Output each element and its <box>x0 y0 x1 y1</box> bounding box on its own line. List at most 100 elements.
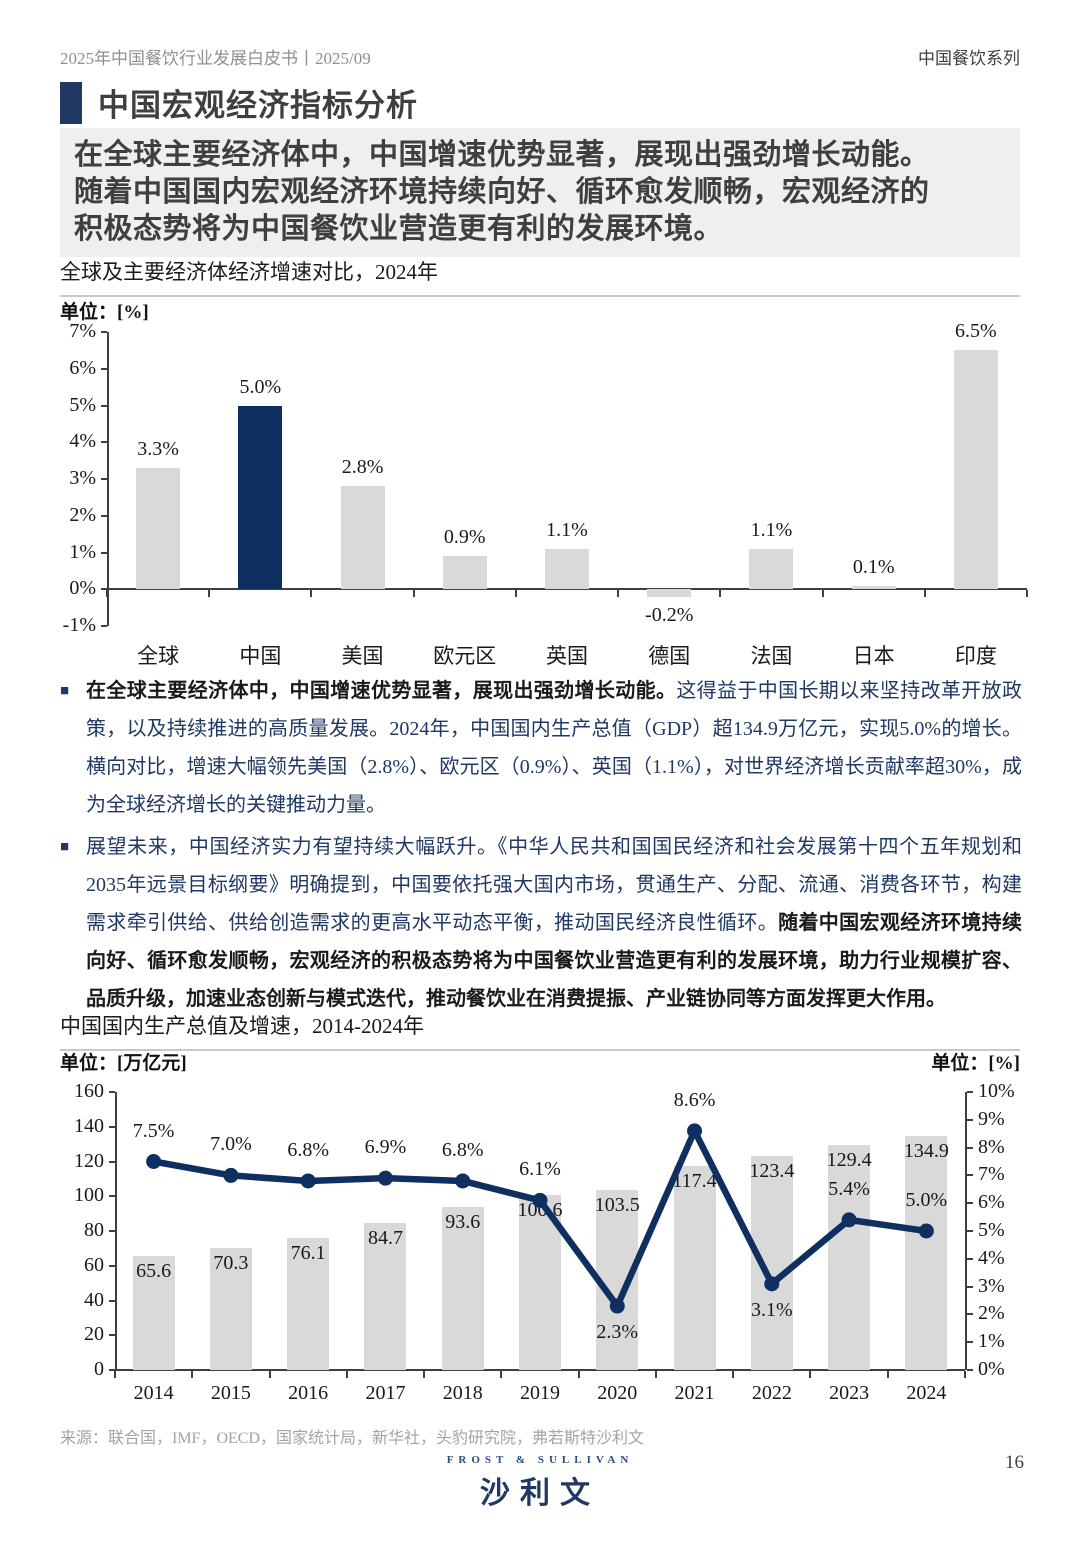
left-tick-mark <box>109 1299 115 1302</box>
left-tick-mark <box>109 1125 115 1128</box>
bullet1-bold-lead: 在全球主要经济体中，中国增速优势显著，展现出强劲增长动能。 <box>86 680 677 702</box>
right-tick-label: 3% <box>978 1274 1005 1297</box>
line-value-label: 3.1% <box>750 1298 793 1321</box>
bar-2023 <box>828 1145 871 1370</box>
right-tick-mark <box>967 1091 973 1093</box>
left-axis-line <box>115 1092 117 1370</box>
line-point-2023 <box>841 1212 857 1228</box>
line-point-2015 <box>223 1167 239 1183</box>
left-tick-label: 80 <box>84 1219 104 1241</box>
x-tick-mark <box>719 590 722 598</box>
line-point-2016 <box>300 1173 316 1189</box>
right-tick-mark <box>967 1146 973 1149</box>
line-point-2020 <box>609 1298 625 1314</box>
bar-value-label: 70.3 <box>213 1251 249 1274</box>
frost-sullivan-logo: FROST & SULLIVAN 沙利文 <box>0 1454 1080 1512</box>
y-tick-mark <box>101 588 107 591</box>
x-year-label: 2017 <box>365 1382 406 1404</box>
x-year-label: 2024 <box>906 1382 947 1404</box>
bar-value-label: 134.9 <box>903 1139 949 1162</box>
y-tick-label: 4% <box>69 430 96 453</box>
left-tick-label: 120 <box>74 1149 104 1172</box>
left-tick-mark <box>109 1160 115 1163</box>
bar-value-label: 3.3% <box>137 437 179 460</box>
bullet-square-icon: ■ <box>60 683 70 699</box>
y-tick-mark <box>101 331 107 333</box>
x-category-label: 全球 <box>137 644 180 668</box>
line-point-2022 <box>764 1276 780 1292</box>
right-tick-mark <box>967 1285 973 1288</box>
bar-2016 <box>287 1237 330 1370</box>
x-tick-mark <box>1026 590 1028 598</box>
section-title-row: 中国宏观经济指标分析 <box>60 80 418 125</box>
bar-中国 <box>238 405 283 590</box>
bar-value-label: 93.6 <box>445 1211 481 1234</box>
x-category-label: 德国 <box>648 644 691 668</box>
left-tick-label: 100 <box>74 1184 104 1207</box>
bar-2021 <box>673 1166 716 1370</box>
x-tick-mark <box>106 590 108 598</box>
chart2-units-row: 单位：[万亿元] 单位：[%] <box>60 1048 1020 1075</box>
right-tick-label: 8% <box>978 1135 1005 1158</box>
bar-value-label: 0.9% <box>443 526 486 549</box>
y-axis-line <box>107 332 109 626</box>
chart2-unit-left-label: 单位：[万亿元] <box>60 1053 187 1074</box>
x-tick-mark <box>310 590 313 598</box>
left-tick-label: 0 <box>94 1358 104 1380</box>
chart2-unit-right-label: 单位：[%] <box>931 1053 1020 1074</box>
bar-value-label: 6.5% <box>955 320 997 343</box>
x-category-label: 英国 <box>546 644 588 668</box>
line-value-label: 2.3% <box>596 1321 639 1344</box>
bar-value-label: 117.4 <box>672 1170 717 1193</box>
series-label: 中国餐饮系列 <box>918 49 1020 68</box>
bar-value-label: 129.4 <box>826 1149 872 1172</box>
right-tick-label: 5% <box>978 1219 1005 1241</box>
right-axis-line <box>965 1092 967 1370</box>
y-tick-mark <box>101 404 107 407</box>
line-value-label: 6.9% <box>364 1136 407 1159</box>
left-tick-label: 40 <box>84 1288 104 1311</box>
line-point-2014 <box>146 1154 162 1169</box>
bar-美国 <box>340 486 385 590</box>
line-value-label: 6.8% <box>441 1138 484 1161</box>
line-value-label: 7.0% <box>210 1133 252 1156</box>
bar-value-label: 1.1% <box>750 518 793 541</box>
logo-wordmark: FROST & SULLIVAN <box>446 1454 634 1466</box>
x-axis-line <box>115 1369 965 1371</box>
y-tick-label: 1% <box>69 540 96 563</box>
left-tick-mark <box>109 1369 115 1371</box>
line-value-label: 6.8% <box>287 1138 329 1161</box>
x-year-label: 2018 <box>442 1382 483 1404</box>
left-tick-label: 140 <box>74 1114 104 1137</box>
page-title: 中国宏观经济指标分析 <box>98 88 418 123</box>
line-value-label: 5.4% <box>828 1177 870 1200</box>
bar-2015 <box>209 1247 252 1370</box>
x-tick-mark <box>500 1371 503 1378</box>
x-tick-mark <box>514 590 517 598</box>
bullet1-body: 这得益于中国长期以来坚持改革开放政策，以及持续推进的高质量发展。2024年，中国… <box>86 680 1023 816</box>
page-number: 16 <box>1005 1452 1024 1473</box>
right-tick-mark <box>967 1341 973 1344</box>
right-tick-label: 4% <box>978 1246 1005 1269</box>
x-category-label: 美国 <box>341 644 384 668</box>
x-tick-mark <box>964 1371 966 1378</box>
bullet-text: 展望未来，中国经济实力有望持续大幅跃升。《中华人民共和国国民经济和社会发展第十四… <box>86 828 1022 1018</box>
bar-value-label: 5.0% <box>239 375 282 398</box>
x-category-label: 中国 <box>239 644 282 668</box>
y-tick-mark <box>101 441 107 444</box>
x-tick-mark <box>577 1371 580 1378</box>
bullet-text: 在全球主要经济体中，中国增速优势显著，展现出强劲增长动能。这得益于中国长期以来坚… <box>86 672 1022 824</box>
line-value-label: 5.0% <box>905 1189 948 1211</box>
x-tick-mark <box>114 1371 116 1378</box>
y-tick-label: 2% <box>69 503 96 526</box>
y-tick-mark <box>101 551 107 554</box>
left-tick-label: 160 <box>74 1080 104 1102</box>
x-category-label: 日本 <box>852 644 895 668</box>
source-note: 来源：联合国，IMF，OECD，国家统计局，新华社，头豹研究院，弗若斯特沙利文 <box>60 1430 645 1447</box>
chart1-title: 全球及主要经济体经济增速对比，2024年 <box>60 256 1020 297</box>
x-tick-mark <box>809 1371 812 1378</box>
right-tick-label: 2% <box>978 1302 1005 1325</box>
x-tick-mark <box>732 1371 735 1378</box>
bar-2017 <box>364 1222 407 1370</box>
y-tick-mark <box>101 514 107 517</box>
